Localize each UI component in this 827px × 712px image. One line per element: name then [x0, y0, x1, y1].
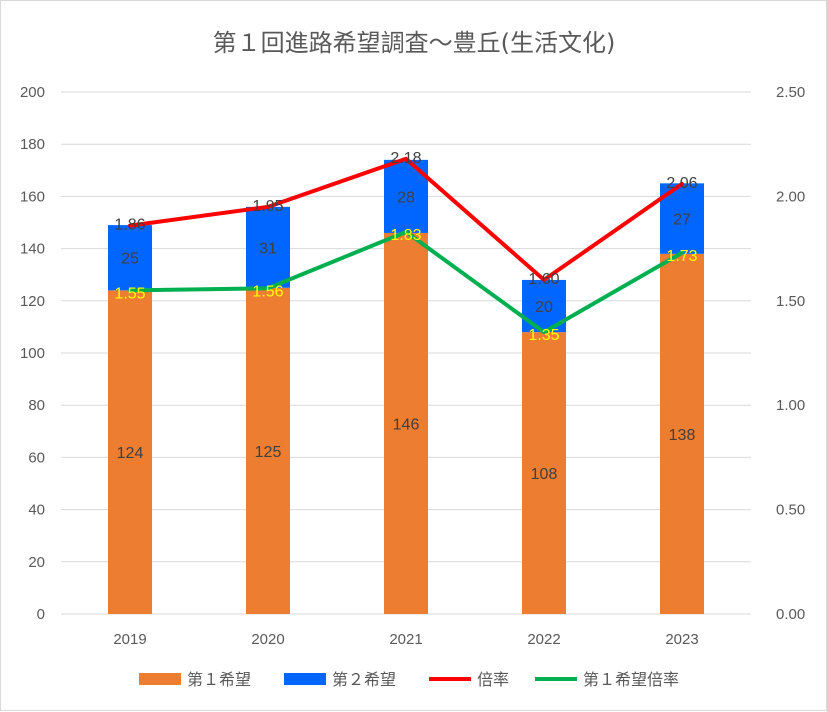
right-tick-label: 0.50 — [776, 502, 805, 519]
left-tick-label: 120 — [20, 293, 45, 310]
right-tick-label: 2.50 — [776, 84, 805, 101]
line-data-label: 2.06 — [666, 175, 697, 192]
x-tick-label: 2021 — [389, 631, 422, 648]
bar-data-label: 28 — [397, 189, 415, 206]
legend-label: 第１希望 — [187, 670, 251, 689]
right-tick-label: 1.00 — [776, 397, 805, 414]
bar-2 — [246, 206, 290, 288]
line-data-label: 1.95 — [252, 198, 283, 215]
chart-title: 第１回進路希望調査～豊丘(生活文化) — [213, 29, 616, 57]
line-data-label: 1.83 — [390, 227, 421, 244]
bar-1 — [246, 287, 290, 614]
line-series-2 — [128, 229, 684, 335]
left-tick-label: 80 — [28, 397, 45, 414]
line-data-label: 1.60 — [528, 271, 559, 288]
bar-1 — [660, 253, 704, 614]
left-tick-label: 0 — [37, 606, 45, 623]
legend-label: 第２希望 — [332, 670, 396, 689]
bar-data-label: 31 — [259, 240, 277, 257]
line-data-label: 1.56 — [252, 283, 283, 300]
x-axis-ticks: 2019 2020 2021 2022 2023 — [113, 631, 698, 648]
legend-swatch — [139, 673, 181, 685]
legend-label: 第１希望倍率 — [583, 670, 679, 689]
left-tick-label: 140 — [20, 241, 45, 258]
bar-data-label: 125 — [255, 444, 282, 461]
bar-data-label: 138 — [669, 427, 696, 444]
x-tick-label: 2023 — [665, 631, 698, 648]
x-tick-label: 2020 — [251, 631, 284, 648]
line-series-1 — [128, 156, 684, 282]
line-series — [128, 156, 684, 335]
bar-data-label: 124 — [117, 445, 144, 462]
legend-label: 倍率 — [477, 670, 509, 689]
left-axis-ticks: 0 20 40 60 80 100 120 140 160 180 200 — [20, 84, 45, 623]
line-data-label: 1.55 — [114, 285, 145, 302]
left-tick-label: 60 — [28, 449, 45, 466]
bar-2 — [108, 225, 152, 291]
line-data-label: 2.18 — [390, 150, 421, 167]
bar-1 — [522, 332, 566, 614]
right-tick-label: 2.00 — [776, 188, 805, 205]
right-axis-ticks: 0.00 0.50 1.00 1.50 2.00 2.50 — [776, 84, 805, 623]
right-tick-label: 0.00 — [776, 606, 805, 623]
data-labels: 124 125 146 108 138 25 31 28 20 27 1.86 1.95 2.18 1.6… — [114, 150, 697, 483]
x-tick-label: 2022 — [527, 631, 560, 648]
legend: 第１希望 第２希望 倍率 第１希望倍率 — [139, 670, 679, 689]
line-data-label: 1.35 — [528, 327, 559, 344]
left-tick-label: 180 — [20, 136, 45, 153]
bar-data-label: 20 — [535, 299, 553, 316]
bar-series — [108, 159, 704, 614]
bar-data-label: 25 — [121, 251, 139, 268]
bar-1 — [384, 232, 428, 614]
left-tick-label: 100 — [20, 345, 45, 362]
line-data-label: 1.86 — [114, 217, 145, 234]
line-data-label: 1.73 — [666, 248, 697, 265]
bar-data-label: 108 — [531, 466, 558, 483]
legend-swatch — [284, 673, 326, 685]
right-tick-label: 1.50 — [776, 293, 805, 310]
bar-data-label: 146 — [393, 416, 420, 433]
left-tick-label: 40 — [28, 502, 45, 519]
bar-1 — [108, 290, 152, 614]
left-tick-label: 160 — [20, 188, 45, 205]
left-tick-label: 200 — [20, 84, 45, 101]
x-tick-label: 2019 — [113, 631, 146, 648]
bar-data-label: 27 — [673, 212, 691, 229]
left-tick-label: 20 — [28, 554, 45, 571]
